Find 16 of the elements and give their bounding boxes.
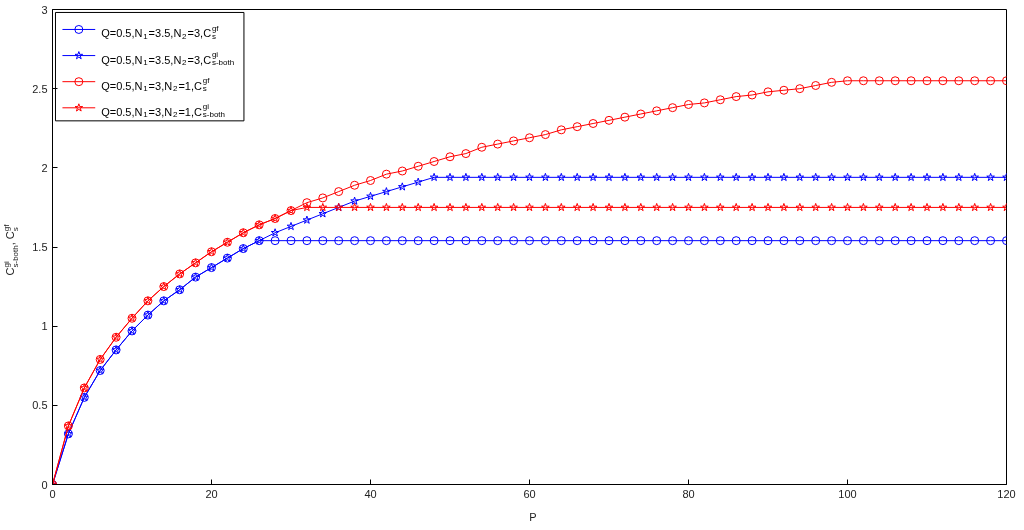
x-tick-label: 120 bbox=[997, 487, 1016, 500]
y-tick-label: 1 bbox=[41, 320, 48, 333]
y-tick-label: 2.5 bbox=[32, 82, 48, 95]
y-axis-title: Cgis-both, Cgfs bbox=[2, 224, 20, 276]
y-tick-label: 1.5 bbox=[32, 241, 48, 253]
y-tick-label: 2 bbox=[41, 161, 48, 174]
y-tick-label: 0.5 bbox=[32, 399, 48, 412]
x-tick-label: 60 bbox=[523, 487, 536, 500]
x-tick-label: 80 bbox=[682, 487, 695, 500]
x-tick-label: 40 bbox=[364, 487, 377, 500]
y-tick-label: 3 bbox=[41, 3, 48, 16]
x-tick-label: 0 bbox=[49, 487, 56, 500]
y-tick-label: 0 bbox=[41, 478, 48, 491]
x-tick-label: 100 bbox=[838, 487, 857, 500]
x-tick-label: 20 bbox=[205, 487, 218, 500]
x-axis-title: P bbox=[529, 510, 537, 525]
